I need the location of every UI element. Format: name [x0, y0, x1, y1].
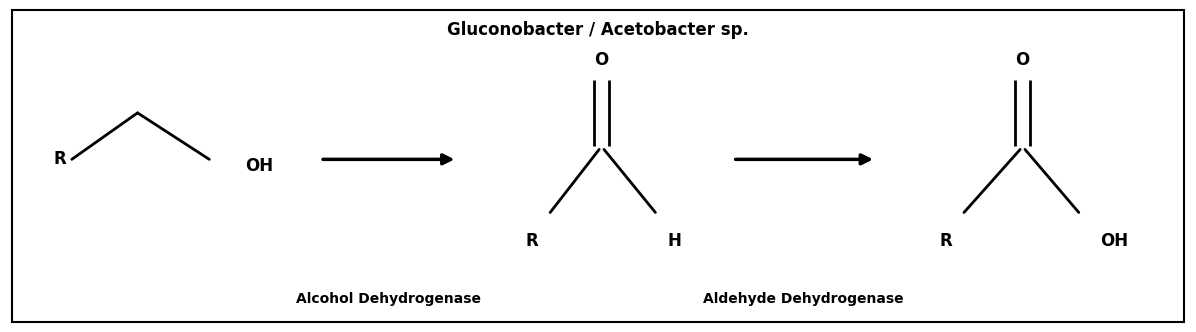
Text: OH: OH — [245, 157, 274, 175]
Text: OH: OH — [1100, 232, 1129, 250]
Text: Alcohol Dehydrogenase: Alcohol Dehydrogenase — [297, 292, 481, 306]
Text: Gluconobacter / Acetobacter sp.: Gluconobacter / Acetobacter sp. — [447, 21, 749, 39]
Text: R: R — [525, 232, 538, 250]
Text: Aldehyde Dehydrogenase: Aldehyde Dehydrogenase — [703, 292, 904, 306]
Text: R: R — [939, 232, 952, 250]
Text: H: H — [667, 232, 682, 250]
Text: O: O — [1015, 51, 1030, 69]
Text: O: O — [594, 51, 609, 69]
Text: R: R — [53, 150, 66, 168]
